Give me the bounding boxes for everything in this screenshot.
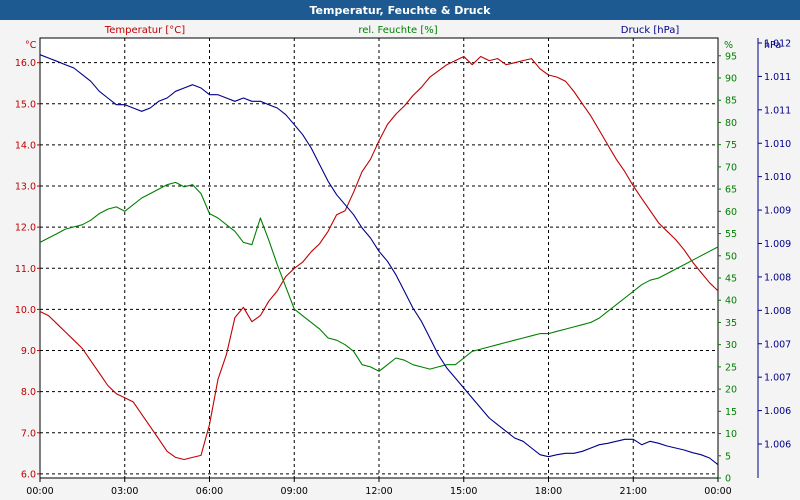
humidity-tick-label: 60 [725, 207, 737, 218]
humidity-tick-label: 40 [725, 296, 737, 307]
x-tick-time: 00:00 [26, 486, 53, 497]
humidity-tick-label: 95 [725, 51, 737, 62]
pressure-tick-label: 1.007 [764, 373, 791, 384]
temperature-tick-label: 16.0 [15, 58, 36, 69]
pressure-tick-label: 1.007 [764, 339, 791, 350]
x-tick-time: 15:00 [450, 486, 477, 497]
series-group [39, 54, 719, 466]
humidity-tick-label: 85 [725, 96, 737, 107]
series-line-pressure [39, 54, 719, 466]
humidity-tick-label: 35 [725, 318, 737, 329]
pressure-tick-label: 1.010 [764, 172, 791, 183]
window-title: Temperatur, Feuchte & Druck [0, 0, 800, 20]
pressure-axis-label: Druck [hPa] [621, 25, 680, 36]
temperature-tick-label: 12.0 [15, 223, 36, 234]
pressure-tick-label: 1.009 [764, 206, 791, 217]
temperature-tick-label: 8.0 [21, 387, 36, 398]
temperature-tick-label: 15.0 [15, 99, 36, 110]
x-tick-time: 03:00 [111, 486, 138, 497]
pressure-tick-label: 1.008 [764, 306, 791, 317]
humidity-tick-label: 10 [725, 429, 737, 440]
humidity-tick-label: 20 [725, 385, 737, 396]
temperature-tick-label: 11.0 [15, 264, 36, 275]
temperature-tick-label: 10.0 [15, 305, 36, 316]
humidity-tick-label: 70 [725, 162, 737, 173]
humidity-tick-label: 75 [725, 140, 737, 151]
pressure-tick-label: 1.011 [764, 105, 791, 116]
pressure-tick-label: 1.006 [764, 440, 791, 451]
humidity-tick-label: 90 [725, 74, 737, 85]
pressure-tick-label: 1.012 [764, 39, 791, 50]
temperature-tick-label: 9.0 [21, 346, 36, 357]
x-tick-time: 21:00 [620, 486, 647, 497]
pressure-unit-label: hPa [764, 40, 781, 51]
humidity-tick-label: 45 [725, 274, 737, 285]
humidity-tick-label: 55 [725, 229, 737, 240]
humidity-tick-label: 80 [725, 118, 737, 129]
temperature-tick-label: 13.0 [15, 182, 36, 193]
temperature-tick-label: 6.0 [21, 469, 36, 480]
grid [40, 38, 718, 478]
humidity-axis-label: rel. Feuchte [%] [358, 25, 437, 36]
pressure-tick-label: 1.010 [764, 139, 791, 150]
pressure-tick-label: 1.008 [764, 272, 791, 283]
temperature-axis-label: Temperatur [°C] [104, 25, 185, 36]
chart: 00:0015.05.1903:0015.05.1906:0015.05.190… [15, 25, 791, 497]
axes: 00:0015.05.1903:0015.05.1906:0015.05.190… [15, 38, 791, 497]
temperature-tick-label: 7.0 [21, 428, 36, 439]
humidity-tick-label: 25 [725, 362, 737, 373]
x-tick-time: 06:00 [196, 486, 223, 497]
humidity-tick-label: 5 [725, 451, 731, 462]
pressure-tick-label: 1.006 [764, 406, 791, 417]
humidity-tick-label: 15 [725, 407, 737, 418]
pressure-tick-label: 1.011 [764, 72, 791, 83]
x-tick-time: 18:00 [535, 486, 562, 497]
humidity-tick-label: 0 [725, 474, 731, 485]
temperature-unit-label: °C [25, 40, 37, 51]
x-tick-time: 12:00 [365, 486, 392, 497]
humidity-tick-label: 65 [725, 185, 737, 196]
temperature-tick-label: 14.0 [15, 140, 36, 151]
x-tick-time: 00:00 [704, 486, 731, 497]
series-line-temperature [39, 55, 719, 461]
x-tick-time: 09:00 [281, 486, 308, 497]
humidity-unit-label: % [724, 40, 733, 51]
humidity-tick-label: 50 [725, 251, 737, 262]
series-line-humidity [39, 181, 719, 372]
pressure-tick-label: 1.009 [764, 239, 791, 250]
humidity-tick-label: 30 [725, 340, 737, 351]
